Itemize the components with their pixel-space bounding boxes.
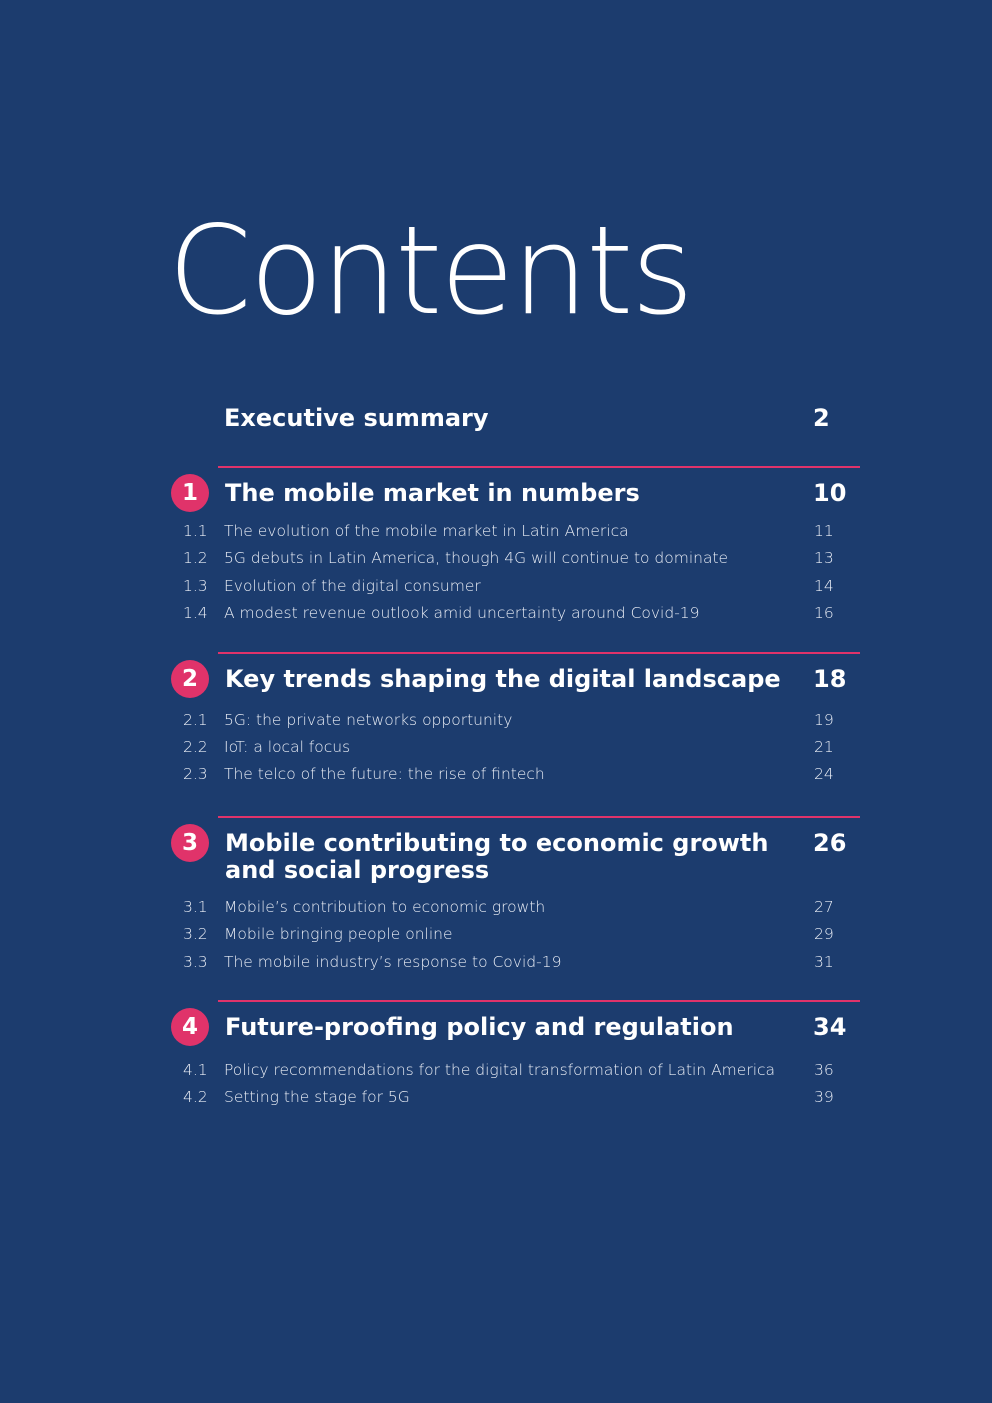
- section-page: 18: [813, 665, 847, 693]
- toc-item[interactable]: 3.2 Mobile bringing people online 29: [0, 925, 992, 949]
- toc-item-label: A modest revenue outlook amid uncertaint…: [224, 604, 700, 622]
- toc-item[interactable]: 3.3 The mobile industry’s response to Co…: [0, 953, 992, 977]
- section-title[interactable]: Key trends shaping the digital landscape: [225, 665, 781, 693]
- toc-item[interactable]: 2.2 IoT: a local focus 21: [0, 738, 992, 762]
- toc-item-page: 16: [814, 604, 834, 622]
- toc-item[interactable]: 4.1 Policy recommendations for the digit…: [0, 1061, 992, 1085]
- toc-item-number: 1.2: [183, 549, 208, 567]
- section-title-line: Mobile contributing to economic growth: [225, 829, 769, 857]
- toc-item-page: 27: [814, 898, 834, 916]
- toc-item-label: Mobile’s contribution to economic growth: [224, 898, 546, 916]
- section-number-badge: 4: [171, 1008, 209, 1046]
- section-title[interactable]: Future-proofing policy and regulation: [225, 1013, 734, 1041]
- toc-item-number: 2.2: [183, 738, 208, 756]
- toc-item-label: IoT: a local focus: [224, 738, 351, 756]
- toc-item-number: 1.3: [183, 577, 208, 595]
- toc-item-label: The telco of the future: the rise of fin…: [224, 765, 545, 783]
- section-divider: [218, 1000, 860, 1002]
- toc-item-page: 24: [814, 765, 834, 783]
- page-title: Contents: [168, 200, 694, 343]
- section-title[interactable]: The mobile market in numbers: [225, 479, 640, 507]
- toc-item[interactable]: 1.1 The evolution of the mobile market i…: [0, 522, 992, 546]
- toc-item-number: 3.1: [183, 898, 208, 916]
- toc-item-label: Policy recommendations for the digital t…: [224, 1061, 776, 1079]
- toc-item-label: The mobile industry’s response to Covid-…: [224, 953, 562, 971]
- toc-item[interactable]: 4.2 Setting the stage for 5G 39: [0, 1088, 992, 1112]
- toc-item[interactable]: 1.4 A modest revenue outlook amid uncert…: [0, 604, 992, 628]
- section-page: 34: [813, 1013, 847, 1041]
- section-title-line: and social progress: [225, 856, 490, 884]
- toc-item-number: 4.1: [183, 1061, 208, 1079]
- toc-item[interactable]: 1.2 5G debuts in Latin America, though 4…: [0, 549, 992, 573]
- toc-item-label: Evolution of the digital consumer: [224, 577, 481, 595]
- section-number-badge: 1: [171, 474, 209, 512]
- toc-item-number: 2.3: [183, 765, 208, 783]
- toc-item[interactable]: 2.3 The telco of the future: the rise of…: [0, 765, 992, 789]
- toc-item-label: 5G debuts in Latin America, though 4G wi…: [224, 549, 729, 567]
- toc-item-number: 1.1: [183, 522, 208, 540]
- executive-summary-page: 2: [813, 404, 830, 432]
- toc-item-page: 21: [814, 738, 834, 756]
- toc-item-page: 14: [814, 577, 834, 595]
- page-title-text: Contents: [168, 200, 694, 343]
- toc-item-label: 5G: the private networks opportunity: [224, 711, 513, 729]
- toc-item-label: Mobile bringing people online: [224, 925, 453, 943]
- toc-item[interactable]: 3.1 Mobile’s contribution to economic gr…: [0, 898, 992, 922]
- section-page: 10: [813, 479, 847, 507]
- toc-entry-executive-summary[interactable]: Executive summary 2: [224, 404, 844, 436]
- section-number-badge: 2: [171, 660, 209, 698]
- toc-item-number: 3.2: [183, 925, 208, 943]
- toc-item-label: The evolution of the mobile market in La…: [224, 522, 629, 540]
- toc-item-page: 31: [814, 953, 834, 971]
- section-divider: [218, 466, 860, 468]
- toc-item-number: 1.4: [183, 604, 208, 622]
- section-divider: [218, 816, 860, 818]
- toc-item-number: 4.2: [183, 1088, 208, 1106]
- toc-item-page: 13: [814, 549, 834, 567]
- toc-item-page: 11: [814, 522, 834, 540]
- section-divider: [218, 652, 860, 654]
- toc-item-number: 3.3: [183, 953, 208, 971]
- executive-summary-label: Executive summary: [224, 404, 489, 432]
- section-number-badge: 3: [171, 824, 209, 862]
- toc-item-number: 2.1: [183, 711, 208, 729]
- section-title[interactable]: Mobile contributing to economic growth a…: [225, 830, 795, 884]
- section-page: 26: [813, 829, 847, 857]
- toc-item[interactable]: 2.1 5G: the private networks opportunity…: [0, 711, 992, 735]
- toc-item-page: 29: [814, 925, 834, 943]
- toc-item[interactable]: 1.3 Evolution of the digital consumer 14: [0, 577, 992, 601]
- toc-item-label: Setting the stage for 5G: [224, 1088, 410, 1106]
- toc-item-page: 19: [814, 711, 834, 729]
- toc-item-page: 36: [814, 1061, 834, 1079]
- toc-item-page: 39: [814, 1088, 834, 1106]
